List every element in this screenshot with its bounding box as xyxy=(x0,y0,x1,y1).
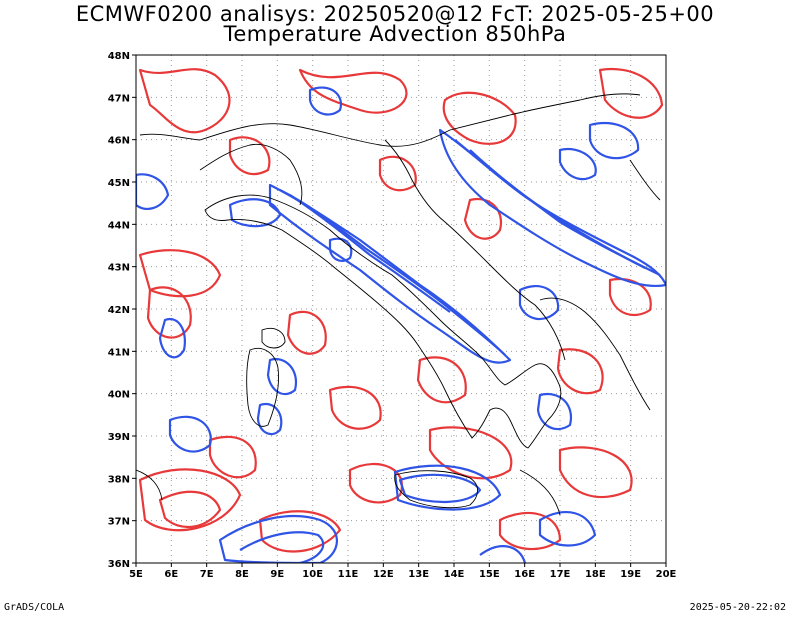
lon-tick-label: 6E xyxy=(164,569,178,580)
lon-tick-label: 16E xyxy=(514,569,535,580)
lon-tick-label: 7E xyxy=(200,569,214,580)
lon-tick-label: 14E xyxy=(444,569,465,580)
coastlines xyxy=(136,93,661,516)
lat-tick-label: 46N xyxy=(108,136,130,147)
map-title-line2: Temperature Advection 850hPa xyxy=(223,22,567,46)
lon-tick-label: 10E xyxy=(302,569,323,580)
lon-tick-label: 9E xyxy=(270,569,284,580)
lon-tick-label: 11E xyxy=(338,569,359,580)
lat-tick-label: 45N xyxy=(108,178,130,189)
lon-tick-label: 17E xyxy=(550,569,571,580)
lat-tick-label: 43N xyxy=(108,263,130,274)
lat-tick-label: 36N xyxy=(108,559,130,570)
negative-advection-contours xyxy=(136,86,666,563)
lon-tick-label: 18E xyxy=(585,569,606,580)
lat-tick-label: 48N xyxy=(108,51,130,62)
latitude-axis: 48N 47N 46N 45N 44N 43N 42N 41N 40N 39N 38N 37N 36N xyxy=(108,51,136,570)
lat-tick-label: 42N xyxy=(108,305,130,316)
lon-tick-label: 13E xyxy=(408,569,429,580)
lon-tick-label: 19E xyxy=(620,569,641,580)
lon-tick-label: 20E xyxy=(656,569,677,580)
lat-tick-label: 37N xyxy=(108,517,130,528)
lon-tick-label: 8E xyxy=(235,569,249,580)
lon-tick-label: 5E xyxy=(129,569,143,580)
lon-tick-label: 12E xyxy=(373,569,394,580)
longitude-axis: 5E 6E 7E 8E 9E 10E 11E 12E 13E 14E 15E 16E 17E 18E 19E… xyxy=(129,563,677,580)
lat-tick-label: 47N xyxy=(108,93,130,104)
footer-timestamp: 2025-05-20-22:02 xyxy=(689,602,786,613)
lon-tick-label: 15E xyxy=(479,569,500,580)
lat-tick-label: 39N xyxy=(108,432,130,443)
lat-tick-label: 44N xyxy=(108,220,130,231)
lat-tick-label: 41N xyxy=(108,347,130,358)
lat-tick-label: 38N xyxy=(108,474,130,485)
footer-credit: GrADS/COLA xyxy=(4,602,65,613)
lat-tick-label: 40N xyxy=(108,390,130,401)
map-title-line1: ECMWF0200 analisys: 20250520@12 FcT: 202… xyxy=(75,2,715,26)
